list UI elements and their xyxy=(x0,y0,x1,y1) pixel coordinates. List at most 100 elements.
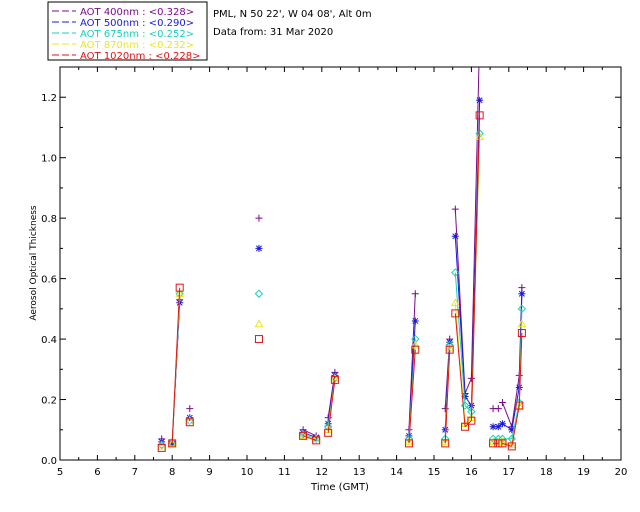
data-point xyxy=(185,416,195,424)
series-line xyxy=(408,293,416,430)
y-axis-label: Aerosol Optical Thickness xyxy=(29,205,39,321)
series-line xyxy=(511,375,520,427)
series-aot-1020nm xyxy=(157,111,526,452)
x-tick-label: 10 xyxy=(241,467,254,478)
y-tick-label: 0.8 xyxy=(41,214,57,225)
y-tick-label: 1.2 xyxy=(41,93,57,104)
series-line xyxy=(501,402,513,427)
data-point xyxy=(254,335,263,344)
data-point xyxy=(476,96,484,104)
legend-label: AOT 500nm : <0.290> xyxy=(80,18,194,29)
data-point xyxy=(186,405,194,413)
series-line xyxy=(454,236,466,397)
data-point xyxy=(517,329,526,338)
data-point xyxy=(441,405,449,413)
data-point xyxy=(489,439,498,448)
site-info: PML, N 50 22', W 04 08', Alt 0m xyxy=(213,9,372,20)
legend-label: AOT 1020nm : <0.228> xyxy=(80,51,200,62)
series-line xyxy=(518,333,523,406)
x-tick-label: 12 xyxy=(315,467,328,478)
data-point xyxy=(489,423,497,431)
series-line xyxy=(454,272,466,406)
data-point xyxy=(467,416,476,425)
data-point xyxy=(254,289,264,298)
y-tick-label: 1.0 xyxy=(41,154,57,165)
series-line xyxy=(470,67,480,379)
data-point xyxy=(498,399,506,407)
x-tick-label: 5 xyxy=(57,467,63,478)
data-point xyxy=(517,304,527,314)
legend-frame xyxy=(47,1,208,61)
series-line xyxy=(302,435,317,441)
x-tick-label: 14 xyxy=(390,467,403,478)
x-tick-label: 9 xyxy=(206,467,212,478)
x-tick-label: 16 xyxy=(465,467,478,478)
data-point xyxy=(410,340,420,349)
y-tick-label: 0.0 xyxy=(41,456,57,467)
data-point xyxy=(451,232,459,240)
data-point xyxy=(445,345,454,354)
legend-label: AOT 870nm : <0.232> xyxy=(80,40,194,51)
x-tick-label: 17 xyxy=(502,467,515,478)
data-point xyxy=(508,426,516,434)
data-point xyxy=(411,345,420,354)
data-point xyxy=(157,441,167,450)
x-tick-label: 6 xyxy=(94,467,100,478)
x-tick-label: 13 xyxy=(353,467,366,478)
data-point xyxy=(255,244,263,252)
data-point xyxy=(515,401,524,410)
series-line xyxy=(408,349,416,444)
data-point xyxy=(461,422,470,431)
data-point xyxy=(254,319,264,328)
data-point xyxy=(451,205,459,213)
data-point xyxy=(157,443,166,452)
data-point xyxy=(324,428,333,437)
data-point xyxy=(507,442,516,451)
x-axis-label: Time (GMT) xyxy=(310,482,369,493)
x-tick-label: 20 xyxy=(615,467,628,478)
data-point xyxy=(167,438,177,447)
legend-label: AOT 400nm : <0.328> xyxy=(80,7,194,18)
data-point xyxy=(299,431,308,440)
data-point xyxy=(518,290,526,298)
x-tick-label: 11 xyxy=(278,467,291,478)
data-point xyxy=(514,401,524,409)
legend-label: AOT 675nm : <0.252> xyxy=(80,29,194,40)
data-point xyxy=(498,439,507,448)
data-point xyxy=(507,440,517,449)
data-point xyxy=(451,309,460,318)
x-tick-label: 19 xyxy=(577,467,590,478)
data-point xyxy=(467,374,475,382)
series-line xyxy=(511,405,520,447)
series-line xyxy=(502,442,512,447)
data-point xyxy=(311,434,321,443)
data-point xyxy=(440,437,450,446)
series-line xyxy=(464,405,472,412)
data-point xyxy=(255,214,263,222)
data-point xyxy=(451,268,460,277)
series-line xyxy=(444,349,451,444)
data-point xyxy=(404,439,413,448)
x-tick-label: 15 xyxy=(428,467,441,478)
x-tick-label: 18 xyxy=(540,467,553,478)
data-point xyxy=(185,416,194,425)
x-tick-label: 8 xyxy=(169,467,175,478)
series-line xyxy=(470,115,481,421)
y-tick-label: 0.4 xyxy=(41,335,57,346)
x-tick-label: 7 xyxy=(132,467,138,478)
axes: 5 6 7 8 9 10 11 12 13 14 15 16 17 18 19 20 0.0 0.2 0.4 0.6 0… xyxy=(41,66,628,478)
data-point xyxy=(498,437,507,446)
data-point xyxy=(298,431,308,440)
data-point xyxy=(517,319,527,328)
data-point xyxy=(475,132,484,140)
data-point xyxy=(330,375,339,384)
data-point xyxy=(411,317,419,325)
date-info: Data from: 31 Mar 2020 xyxy=(213,27,333,38)
series-line xyxy=(464,378,472,394)
data-point xyxy=(461,393,469,401)
data-point xyxy=(411,290,419,298)
data-point xyxy=(404,437,414,446)
data-point xyxy=(494,423,502,431)
data-point xyxy=(494,405,502,413)
